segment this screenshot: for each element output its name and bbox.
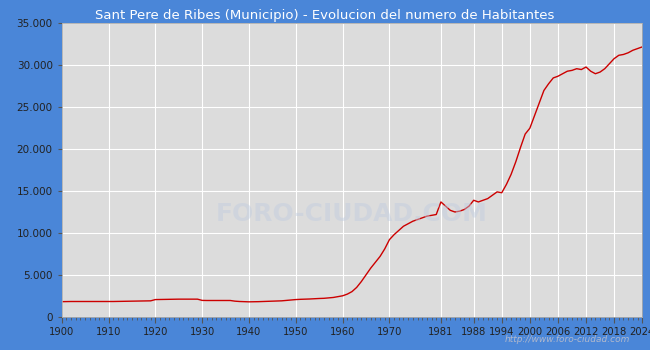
- Text: FORO-CIUDAD.COM: FORO-CIUDAD.COM: [216, 202, 488, 226]
- Text: Sant Pere de Ribes (Municipio) - Evolucion del numero de Habitantes: Sant Pere de Ribes (Municipio) - Evoluci…: [96, 9, 554, 22]
- Text: http://www.foro-ciudad.com: http://www.foro-ciudad.com: [505, 335, 630, 344]
